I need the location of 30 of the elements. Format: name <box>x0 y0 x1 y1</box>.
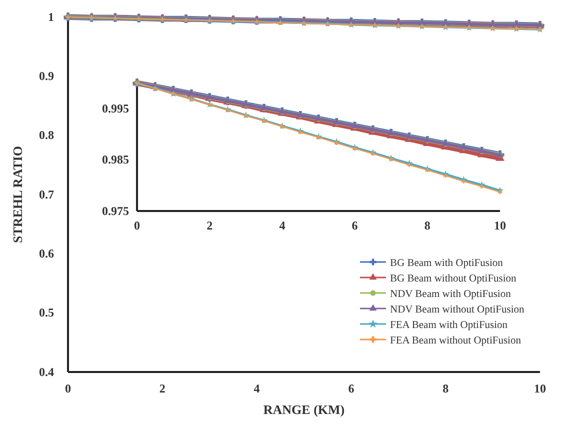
x-tick-label: 2 <box>159 382 166 396</box>
y-axis-title: STREHL RATIO <box>10 146 25 243</box>
legend-label: FEA Beam with OptiFusion <box>390 320 508 331</box>
x-axis-title: RANGE (KM) <box>263 402 345 417</box>
x-tick-label: 2 <box>206 218 213 233</box>
x-tick-label: 10 <box>534 382 546 396</box>
y-tick-label: 0.7 <box>39 187 54 202</box>
legend-label: NDV Beam with OptiFusion <box>390 289 512 300</box>
x-tick-label: 0 <box>65 382 71 396</box>
x-tick-label: 6 <box>352 218 358 233</box>
y-tick-label: 1 <box>48 10 54 24</box>
y-tick-label: 0.995 <box>102 101 129 116</box>
y-tick-label: 0.9 <box>39 69 54 84</box>
legend-label: NDV Beam without OptiFusion <box>390 304 526 316</box>
y-tick-label: 0.6 <box>39 246 54 261</box>
y-tick-label: 0.985 <box>102 152 129 167</box>
x-tick-label: 4 <box>279 218 286 233</box>
x-tick-label: 8 <box>424 218 430 233</box>
x-tick-label: 8 <box>442 382 449 396</box>
y-tick-label: 0.5 <box>39 306 54 320</box>
legend-label: BG Beam without OptiFusion <box>390 274 518 284</box>
legend-label: BG Beam with OptiFusion <box>390 258 504 269</box>
x-tick-label: 6 <box>348 382 354 396</box>
y-tick-label: 0.975 <box>102 204 129 218</box>
y-tick-label: 0.4 <box>39 364 54 379</box>
x-tick-label: 4 <box>254 382 260 396</box>
y-tick-label: 0.8 <box>39 128 54 142</box>
x-tick-label: 10 <box>494 218 506 233</box>
legend-label: FEA Beam without OptiFusion <box>390 336 522 346</box>
x-tick-label: 0 <box>134 218 140 233</box>
